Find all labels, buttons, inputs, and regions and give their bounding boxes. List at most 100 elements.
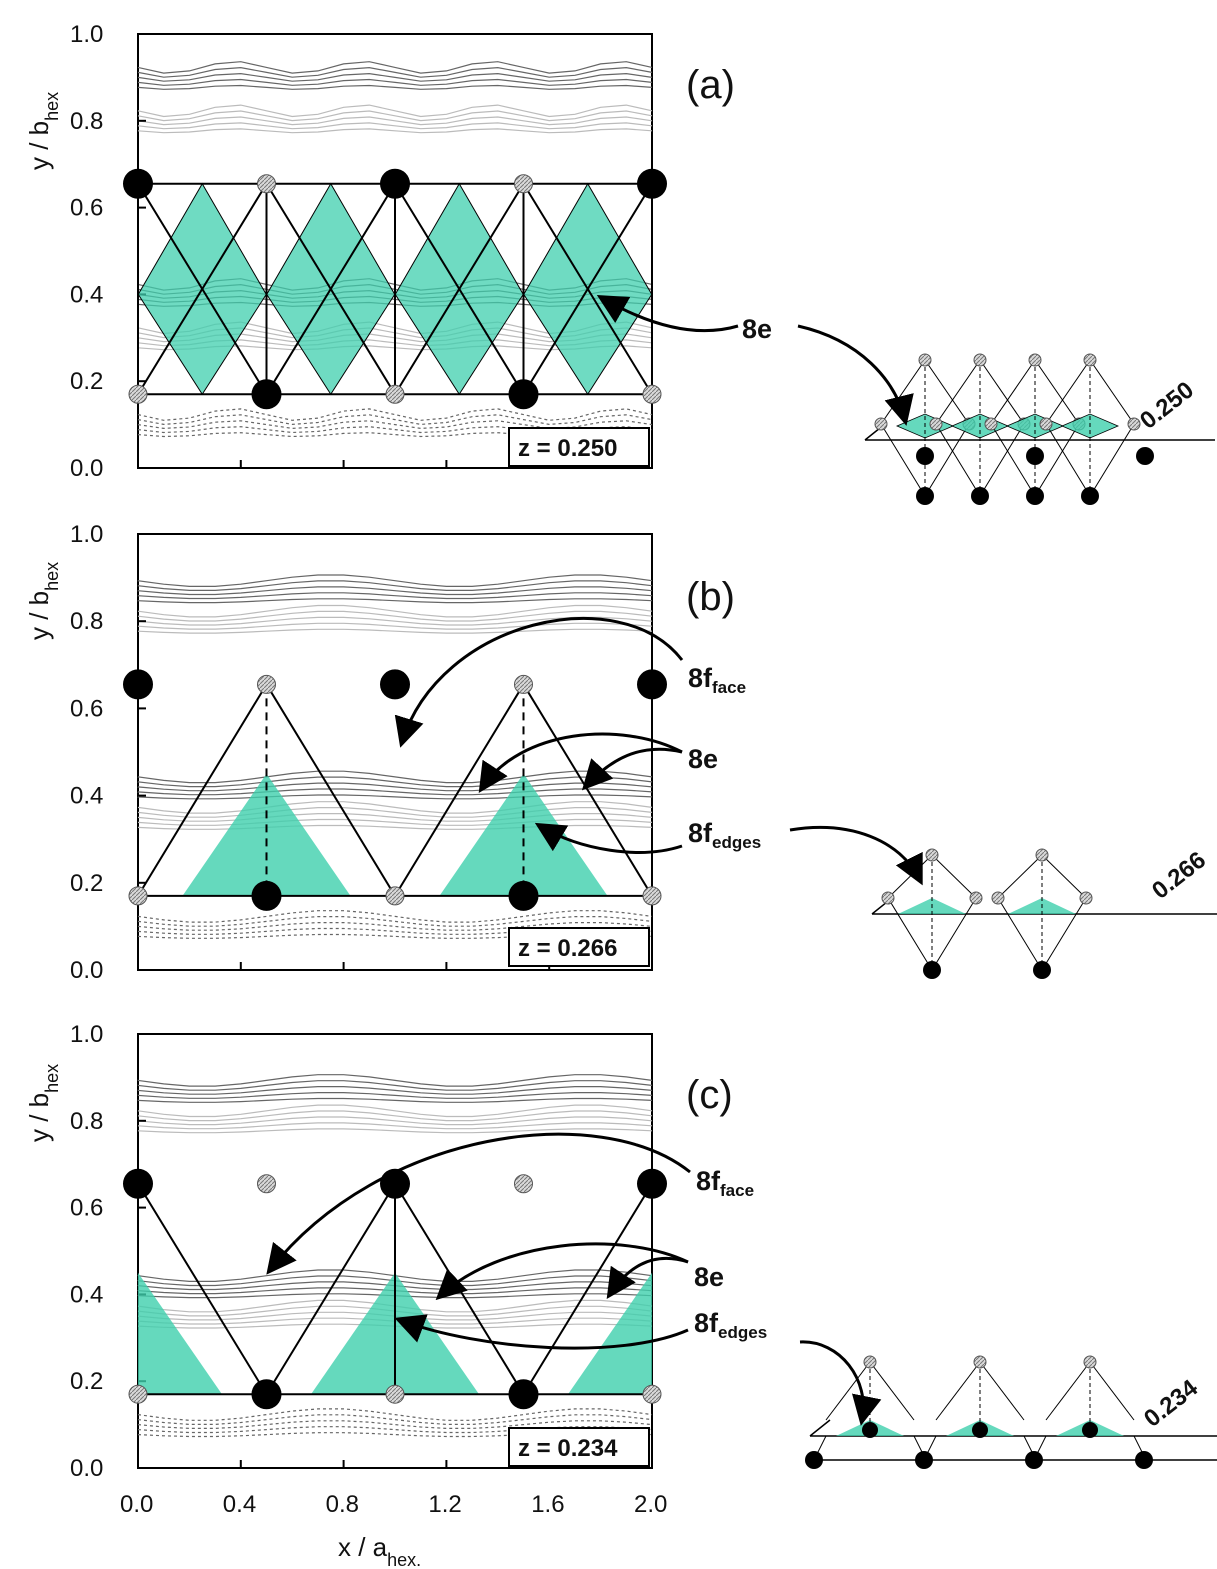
inset-atom-hatched [984,417,998,431]
contour-lines [137,1074,653,1438]
tetrahedron-8f-edges [568,1272,652,1395]
arrow-8e-b-right [581,747,683,791]
svg-text:z = 0.266: z = 0.266 [518,935,617,962]
atom-hatched [385,1384,405,1404]
inset-atom-hatched [1083,1355,1097,1369]
y-tick-label: 0.0 [70,957,103,984]
contour-line [137,807,653,818]
inset-atom-dark [862,1422,878,1438]
inset-bond [1089,423,1135,497]
inset-atom-hatched [874,417,888,431]
contour-line [137,818,653,826]
inset-bond [1041,854,1087,899]
inset-level-b: 0.266 [1147,846,1211,904]
inset-atom-hatched [1039,417,1053,431]
bond-line [394,683,525,897]
inset-atom-hatched [1035,848,1049,862]
inset-bond [1034,423,1080,497]
inset-atom-dark [916,447,934,465]
contour-line [137,1287,653,1295]
inset-atom-hatched [1028,353,1042,367]
bond-line [522,1183,653,1395]
inset-atom-dark [805,1451,823,1469]
atom-dark [380,669,410,700]
y-tick-label: 0.0 [70,455,103,482]
contour-line [137,916,653,927]
atom-dark [123,168,153,199]
atom-dark [123,669,153,700]
site-label-8e-b: 8e [688,744,718,774]
inset-bond [935,423,981,497]
inset-atom-hatched [1083,353,1097,367]
atom-dark [508,1379,539,1410]
contour-line [137,1092,653,1099]
inset-bond [887,897,933,971]
atom-hatched [128,384,148,404]
contour-line [137,1080,653,1091]
structure [123,669,667,911]
y-tick-label: 0.8 [70,108,103,135]
site-label-8f-edges-c: 8fedges [694,1308,767,1342]
x-axis-label: x / ahex. [338,1532,421,1569]
structure [123,168,667,410]
contour-line [137,432,653,438]
inset-c [805,1355,1217,1469]
inset-bond [1041,897,1087,971]
contour-line [137,1097,653,1103]
tetrahedron-8f-edges [138,1272,222,1395]
inset-atom-hatched [918,353,932,367]
site-label-8e-a: 8e [742,314,772,344]
y-tick-label: 1.0 [70,21,103,48]
y-tick-label: 0.2 [70,870,103,897]
contour-line [137,1275,653,1287]
bond-line [137,183,268,395]
inset-bond [990,423,1036,497]
inset-bond [931,854,977,899]
inset-bond [924,359,970,425]
atom-hatched [642,886,662,906]
tetrahedron-8f-edges [182,773,351,896]
inset-atom-hatched [973,1355,987,1369]
contour-line [137,1122,653,1130]
x-tick-label: 1.6 [531,1491,564,1518]
contour-line [137,628,653,634]
y-tick-label: 0.2 [70,368,103,395]
y-tick-label: 0.8 [70,608,103,635]
bond-line [265,1183,396,1395]
atom-hatched [257,674,276,694]
inset-bond [979,423,1025,497]
contour-line [137,414,653,426]
atom-hatched [128,1384,148,1404]
atom-dark [123,1168,153,1199]
inset-atom-hatched [863,1355,877,1369]
atom-hatched [128,886,148,906]
y-tick-label: 0.4 [70,281,103,308]
contour-line [137,922,653,931]
contour-line [137,586,653,596]
atom-hatched [257,1174,276,1194]
y-tick-label: 0.4 [70,783,103,810]
contour-line [137,776,653,788]
contour-line [137,794,653,800]
contour-line [137,610,653,622]
contour-line [137,122,653,130]
panel-label-a: (a) [686,63,735,107]
inset-atom-dark [923,961,941,979]
arrow-8f-edges-b-inset [789,825,923,886]
y-axis-label-b: y / bhex [24,562,62,640]
contour-line [137,574,653,587]
inset-bond [1089,359,1135,425]
inset-level-a: 0.250 [1135,376,1199,434]
inset-bond [887,854,933,899]
y-tick-label: 0.2 [70,1368,103,1395]
contour-line [137,598,653,604]
inset-atom-dark [1026,487,1044,505]
inset-bond [990,359,1036,425]
atom-hatched [514,1174,533,1194]
contour-line [137,813,653,822]
inset-atom-dark [1033,961,1051,979]
inset-atom-hatched [969,891,983,905]
contour-line [137,1104,653,1118]
inset-atom-dark [972,1422,988,1438]
